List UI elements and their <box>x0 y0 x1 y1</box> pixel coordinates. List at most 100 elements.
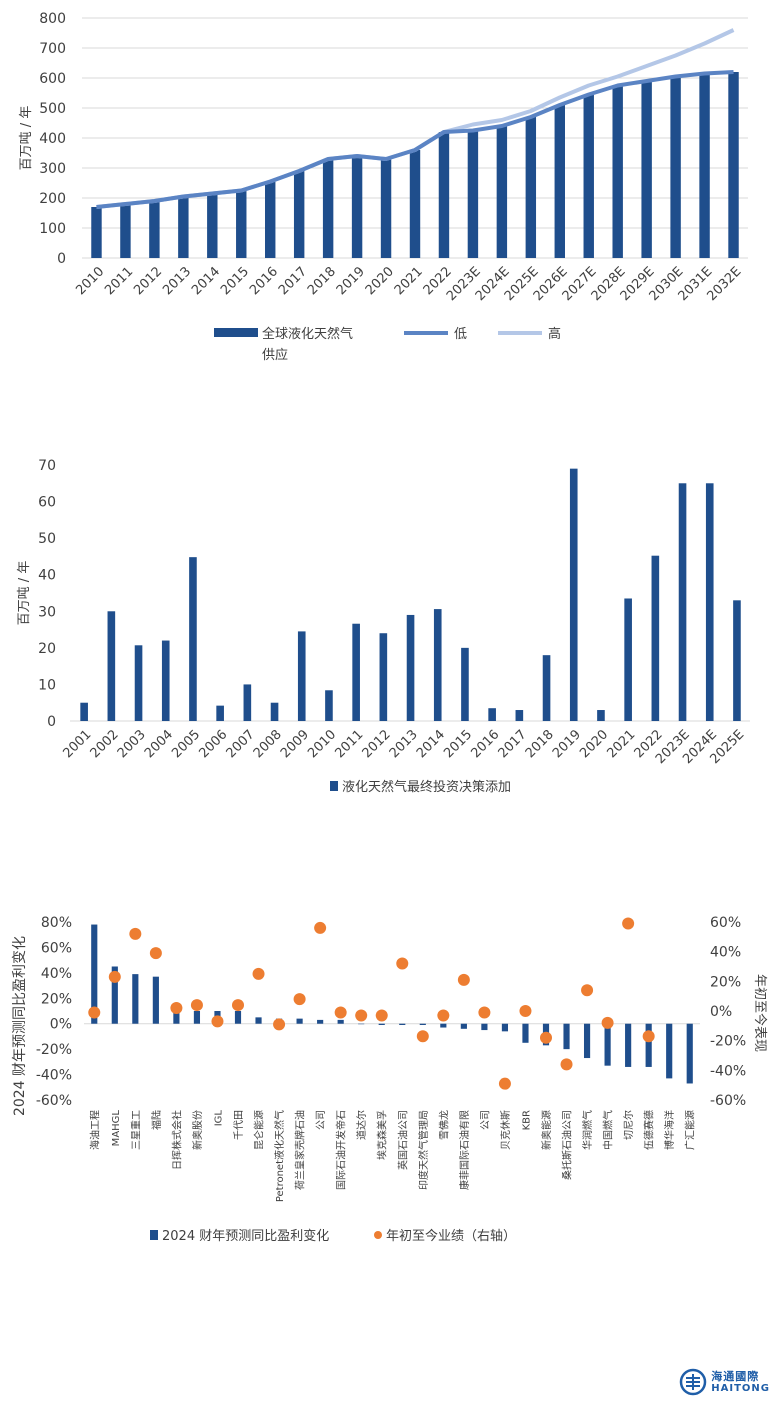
chart3-bar <box>132 974 139 1024</box>
chart1-bar <box>380 159 392 258</box>
chart1-bar <box>409 150 421 258</box>
chart2-bar <box>107 611 116 721</box>
chart3-y2tick-label: 40% <box>710 945 741 961</box>
chart3-legend-swatch-bar <box>150 1230 158 1240</box>
chart2-xtick-label: 2017 <box>496 727 530 761</box>
chart2-bar <box>379 633 388 721</box>
chart1-ytick-label: 800 <box>39 11 66 27</box>
chart3-y2tick-label: -60% <box>710 1093 746 1109</box>
chart3-point <box>211 1015 224 1028</box>
chart2-bar <box>597 710 605 721</box>
chart3-ylabel: 2024 财年预测同比盈利变化 <box>12 936 28 1116</box>
chart1-ytick-label: 200 <box>39 191 66 207</box>
chart3-y2label: 年初至今表现 <box>752 974 768 1052</box>
chart2-ylabel: 百万吨 / 年 <box>17 561 32 626</box>
chart2-xtick-label: 2011 <box>332 727 366 761</box>
chart2-ytick-label: 50 <box>38 531 56 547</box>
chart3-bar <box>522 1023 529 1043</box>
chart3-ytick-label: 80% <box>41 915 72 931</box>
chart3-bar <box>296 1018 303 1024</box>
chart1-ylabel: 百万吨 / 年 <box>19 106 34 171</box>
chart1-xtick-label: 2017 <box>276 264 310 298</box>
chart2-xtick-label: 2020 <box>577 727 611 761</box>
chart3-xtick-label: 康菲国际石油有限 <box>458 1110 471 1190</box>
chart1-bar <box>670 76 681 258</box>
chart3-bar <box>378 1023 385 1025</box>
chart3-xtick-label: 千代田 <box>233 1110 245 1140</box>
chart2-xtick-label: 2014 <box>414 727 448 761</box>
chart3-xtick-label: 博华海洋 <box>663 1110 676 1150</box>
chart1-xtick-label: 2010 <box>73 264 107 298</box>
chart3-point <box>457 973 470 986</box>
chart1-bar <box>728 72 739 258</box>
chart1-legend-label-high: 高 <box>548 326 561 342</box>
chart3-y2tick-label: 60% <box>710 915 741 931</box>
chart1-bar <box>322 159 334 258</box>
chart3-legend-label-bar: 2024 财年预测同比盈利变化 <box>162 1228 329 1244</box>
chart1-xtick-label: 2014 <box>189 264 223 298</box>
chart2-xtick-label: 2003 <box>115 727 149 761</box>
chart2-bar <box>80 702 88 721</box>
chart2-ytick-label: 0 <box>47 714 56 730</box>
chart2-ytick-label: 10 <box>38 677 56 693</box>
chart2-xtick-label: 2006 <box>196 727 230 761</box>
chart1-line-low <box>96 70 734 209</box>
chart2-bar <box>733 600 741 721</box>
chart2-bar <box>433 609 442 721</box>
chart3-point <box>519 1005 532 1017</box>
chart3-point <box>416 1030 429 1043</box>
chart3-xtick-label: IGL <box>213 1110 224 1127</box>
chart2-xtick-label: 2018 <box>523 727 557 761</box>
chart2-xtick-label: 2012 <box>360 727 394 761</box>
chart3-xtick-label: 中国燃气 <box>602 1110 615 1150</box>
chart3-point <box>581 984 594 997</box>
chart3-point <box>601 1016 614 1029</box>
chart2-bar <box>461 647 469 721</box>
chart2-bar <box>705 483 714 721</box>
chart2-bar <box>406 614 415 721</box>
chart1-bar <box>438 132 450 258</box>
chart1-bar <box>265 181 276 258</box>
chart1-bar <box>525 117 537 258</box>
chart3-xtick-label: 昆仑能源 <box>253 1110 266 1150</box>
chart1-xtick-label: 2015 <box>218 264 252 298</box>
chart3-legend-label-point: 年初至今业绩（右轴） <box>386 1228 516 1244</box>
chart2-bar <box>243 684 252 721</box>
chart3-bar <box>317 1019 324 1024</box>
chart3-xtick-label: MAHGL <box>111 1110 122 1147</box>
chart3-bar <box>686 1023 693 1084</box>
logo-chinese: 海通國際 <box>711 1369 760 1383</box>
chart3-bar <box>358 1023 365 1025</box>
chart1-ytick-label: 600 <box>39 71 66 87</box>
chart3-xtick-label: 广汇能源 <box>684 1110 697 1150</box>
chart1-bar <box>207 193 218 258</box>
chart3-xtick-label: 伍德赛德 <box>643 1110 656 1150</box>
chart3-point <box>314 921 327 934</box>
chart2-xtick-label: 2009 <box>278 727 312 761</box>
chart3-bar <box>604 1023 611 1066</box>
chart3-point <box>498 1077 511 1090</box>
chart1-bar <box>496 126 508 258</box>
chart3-y2tick-label: 0% <box>710 1004 732 1020</box>
chart3-xtick-label: KBR <box>521 1110 532 1130</box>
chart3-ytick-label: 0% <box>50 1017 72 1033</box>
chart3-bar <box>625 1023 632 1067</box>
chart1-legend-label-supply: 全球液化天然气 <box>262 326 353 342</box>
chart1-ytick-label: 400 <box>39 131 66 147</box>
chart1-xtick-label: 2016 <box>247 264 281 298</box>
chart3-point <box>622 917 635 930</box>
chart2-ytick-label: 60 <box>38 495 56 511</box>
chart1-bar <box>583 94 594 258</box>
chart2-xtick-label: 2019 <box>550 727 584 761</box>
chart1-ytick-label: 500 <box>39 101 66 117</box>
chart3-ytick-label: 60% <box>41 940 72 956</box>
chart2-ytick-label: 70 <box>38 458 56 474</box>
chart1-xtick-label: 2021 <box>392 264 426 298</box>
chart1-bar <box>236 190 247 258</box>
chart3-point <box>190 999 203 1012</box>
chart3-bar <box>173 1011 180 1024</box>
chart3-ytick-label: -20% <box>36 1042 72 1058</box>
chart3-point <box>170 1002 183 1015</box>
chart3-point <box>355 1009 368 1022</box>
haitong-logo: 海通國際 HAITONG <box>679 1368 770 1396</box>
